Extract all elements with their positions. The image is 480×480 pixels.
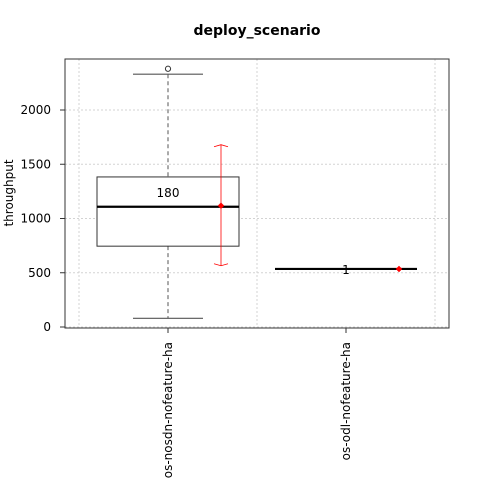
mean-marker — [395, 265, 403, 273]
y-tick-label: 0 — [43, 320, 51, 334]
y-tick-label: 500 — [28, 266, 51, 280]
x-tick-label: os-odl-nofeature-ha — [339, 342, 353, 460]
mean-marker — [217, 202, 225, 210]
plot-frame — [64, 58, 450, 329]
count-label: 180 — [157, 186, 180, 200]
y-axis-label: throughput — [2, 159, 16, 226]
x-tick-label: os-nosdn-nofeature-ha — [161, 342, 175, 478]
outlier-point — [164, 65, 172, 72]
axes-layer: 0 500 1000 1500 2000 os-nosdn-nofeature-ha os-… — [20, 103, 353, 478]
count-label: 1 — [342, 263, 350, 277]
error-bar-cap-bottom — [213, 263, 229, 267]
box-iqr — [96, 176, 240, 247]
chart-title: deploy_scenario — [194, 23, 321, 39]
y-tick-label: 2000 — [20, 103, 51, 117]
y-tick-label: 1500 — [20, 157, 51, 171]
error-bar-cap-top — [213, 144, 229, 148]
y-tick-label: 1000 — [20, 212, 51, 226]
